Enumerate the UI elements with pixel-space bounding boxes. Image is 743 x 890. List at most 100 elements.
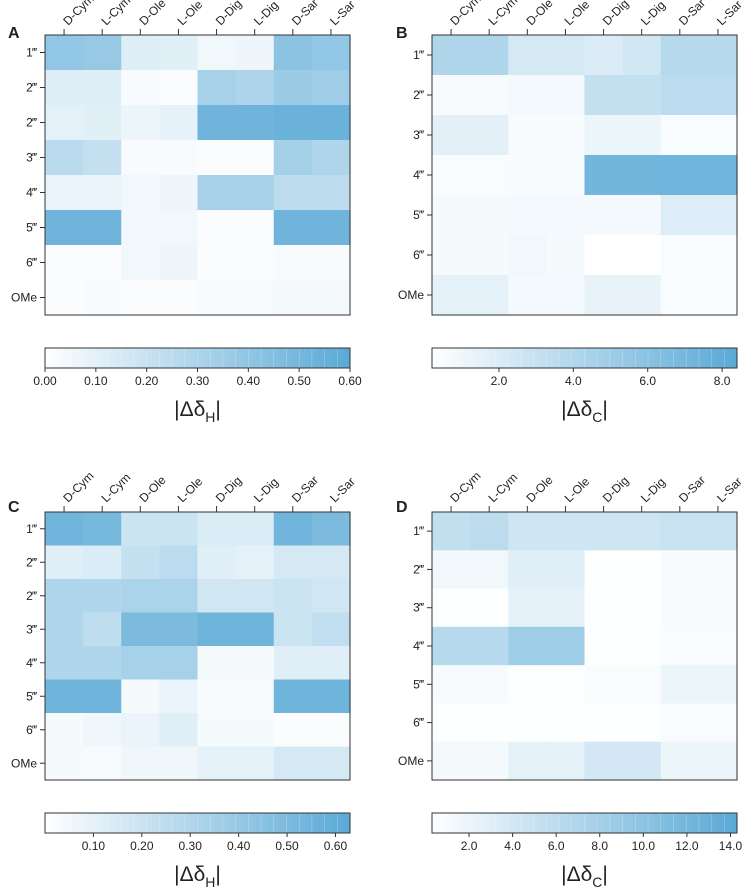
heatmap-cell	[698, 115, 738, 156]
heatmap-cell	[622, 195, 662, 236]
colorbar-title-main: |Δδ	[174, 398, 205, 421]
heatmap-cell	[273, 35, 313, 71]
heatmap-cell	[235, 245, 275, 281]
heatmap-cell	[45, 210, 84, 246]
heatmap-cell	[273, 646, 313, 681]
heatmap-cell	[508, 741, 547, 781]
heatmap-cell	[159, 35, 199, 71]
heatmap-cell	[660, 275, 700, 316]
heatmap-cell	[273, 579, 313, 614]
heatmap-cell	[197, 210, 237, 246]
colorbar-title: |ΔδH|	[174, 863, 221, 890]
heatmap-cell	[508, 75, 547, 116]
row-label: 3‴	[413, 601, 425, 615]
colorbar-tick-label: 0.30	[179, 839, 203, 853]
heatmap-cell	[121, 646, 160, 681]
heatmap-cell	[470, 703, 509, 743]
heatmap-cell	[197, 713, 237, 748]
heatmap-cell	[235, 545, 275, 580]
colorbar-title: |ΔδC|	[561, 863, 608, 890]
heatmap-cell	[45, 679, 84, 714]
heatmap-cell	[83, 70, 122, 106]
column-label: L-Ole	[175, 474, 206, 505]
row-label: OMe	[398, 288, 424, 302]
heatmap-cell	[546, 703, 586, 743]
heatmap-cell	[273, 545, 313, 580]
heatmap-cell	[622, 741, 662, 781]
colorbar-title-subscript: H	[205, 874, 215, 890]
heatmap-cell	[197, 35, 237, 71]
row-label: 5‴	[26, 689, 38, 703]
row-label: 6‴	[26, 256, 38, 270]
heatmap-cells	[432, 512, 738, 781]
heatmap-cell	[45, 646, 84, 681]
heatmap-cell	[159, 105, 199, 141]
heatmap-cell	[83, 545, 122, 580]
heatmap-cell	[197, 140, 237, 176]
heatmap-cell	[159, 210, 199, 246]
heatmap-cell	[622, 155, 662, 196]
heatmap-cells	[432, 35, 738, 316]
heatmap-cell	[197, 512, 237, 547]
colorbar-title-subscript: H	[205, 409, 215, 425]
heatmap-cell	[470, 275, 509, 316]
heatmap-cell	[546, 35, 586, 76]
heatmap-cell	[432, 155, 471, 196]
heatmap-cell	[584, 741, 624, 781]
row-label: 4‴	[413, 639, 425, 653]
heatmap-cell	[698, 626, 738, 666]
heatmap-cell	[235, 175, 275, 211]
heatmap-cell	[622, 75, 662, 116]
heatmap-cell	[508, 235, 547, 276]
colorbar-tick-label: 0.10	[82, 839, 106, 853]
row-label: 2‴	[413, 88, 425, 102]
heatmap-cell	[432, 741, 471, 781]
heatmap-cell	[121, 70, 160, 106]
heatmap-cell	[197, 280, 237, 316]
colorbar-title-main: |Δδ	[561, 398, 592, 421]
heatmap-cell	[546, 235, 586, 276]
panel-b: B D-Cym L-Cym D-Ole L-Ole D-Dig L-Dig D-Sar L-Sa…	[396, 0, 743, 425]
colorbar	[431, 347, 738, 369]
heatmap-cell	[311, 713, 351, 748]
heatmap-cell	[584, 665, 624, 705]
heatmap-cell	[311, 210, 351, 246]
heatmap-cell	[83, 679, 122, 714]
heatmap-cell	[159, 713, 199, 748]
colorbar-title-subscript: C	[592, 874, 602, 890]
column-label: D-Dig	[213, 474, 245, 506]
column-label: L-Ole	[562, 474, 593, 505]
colorbar-tick-label: 0.60	[324, 839, 348, 853]
panel-letter: B	[396, 25, 408, 42]
heatmap-cell	[660, 550, 700, 590]
panel-d: D D-Cym L-Cym D-Ole L-Ole D-Dig L-Dig D-Sar L-Sa…	[396, 469, 743, 890]
heatmap-cell	[470, 512, 509, 551]
heatmap-cell	[660, 195, 700, 236]
heatmap-cell	[45, 746, 84, 781]
panel-a: A D-Cym L-Cym D-Ole L-Ole D-Dig L-Dig D-Sar L-Sa…	[8, 0, 362, 425]
heatmap-cell	[235, 35, 275, 71]
column-label: L-Dig	[251, 475, 281, 505]
heatmap-cell	[197, 175, 237, 211]
heatmap-cell	[311, 140, 351, 176]
heatmap-cell	[83, 175, 122, 211]
heatmap-cell	[660, 741, 700, 781]
heatmap-cell	[83, 579, 122, 614]
panel-letter: D	[396, 499, 408, 516]
heatmap-cell	[508, 588, 547, 628]
heatmap-cell	[698, 703, 738, 743]
heatmap-cell	[432, 665, 471, 705]
heatmap-cell	[584, 275, 624, 316]
heatmap-cell	[546, 588, 586, 628]
heatmap-cell	[660, 235, 700, 276]
colorbar-tick-label: 4.0	[504, 839, 521, 853]
heatmap-cell	[698, 195, 738, 236]
heatmap-cell	[235, 646, 275, 681]
heatmap-cell	[546, 275, 586, 316]
column-label: D-Dig	[600, 474, 632, 506]
colorbar-tick-label: 10.0	[632, 839, 656, 853]
row-label: 6‴	[413, 716, 425, 730]
heatmap-cell	[622, 550, 662, 590]
heatmap-cell	[83, 210, 122, 246]
heatmap-cell	[546, 75, 586, 116]
